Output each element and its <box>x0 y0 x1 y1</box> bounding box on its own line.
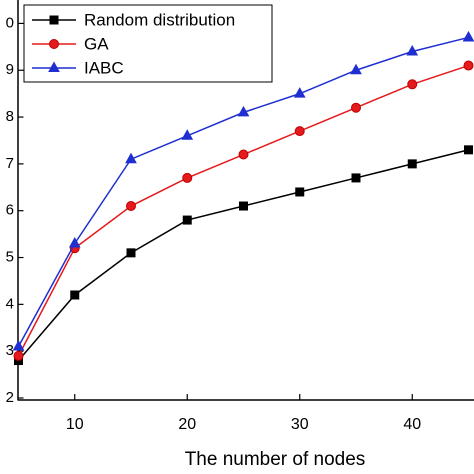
marker <box>13 350 24 361</box>
y-tick-label: 4 <box>6 295 14 312</box>
marker <box>126 248 136 258</box>
marker <box>12 339 25 351</box>
marker <box>351 102 361 113</box>
marker <box>407 79 418 90</box>
y-tick-label: 3 <box>6 342 14 359</box>
y-tick-label: 0 <box>6 14 14 31</box>
marker <box>407 159 417 169</box>
y-tick-label: 7 <box>6 155 14 172</box>
marker <box>70 290 80 300</box>
marker <box>125 152 137 164</box>
y-tick-label: 9 <box>6 61 14 78</box>
marker <box>350 63 362 75</box>
marker <box>48 61 60 72</box>
y-tick-label: 2 <box>6 389 14 406</box>
marker <box>126 201 136 212</box>
legend-box <box>23 4 273 83</box>
x-tick-label: 10 <box>66 416 84 433</box>
series-line <box>17 149 469 362</box>
marker <box>295 187 305 197</box>
marker <box>406 44 419 56</box>
marker <box>464 145 473 155</box>
marker <box>49 39 59 49</box>
y-tick-label: 8 <box>6 108 14 125</box>
legend-label: IABC <box>84 58 124 77</box>
x-tick-label: 40 <box>403 416 421 433</box>
marker <box>181 129 194 140</box>
x-tick-label: 20 <box>178 416 196 433</box>
marker <box>351 173 361 183</box>
series-line <box>17 36 469 347</box>
marker <box>68 236 81 248</box>
marker <box>293 87 306 98</box>
legend-label: Random distribution <box>84 10 235 29</box>
marker <box>49 15 59 25</box>
marker <box>239 201 248 211</box>
legend-label: GA <box>84 34 109 53</box>
marker <box>182 215 192 225</box>
marker <box>238 149 249 160</box>
marker <box>237 105 250 117</box>
marker <box>463 60 474 71</box>
x-axis-label: The number of nodes <box>185 449 366 470</box>
y-tick-label: 5 <box>6 248 14 265</box>
y-tick-label: 6 <box>6 202 14 219</box>
marker <box>294 126 305 137</box>
x-tick-label: 30 <box>291 416 309 433</box>
marker <box>462 30 474 42</box>
marker <box>182 172 193 183</box>
